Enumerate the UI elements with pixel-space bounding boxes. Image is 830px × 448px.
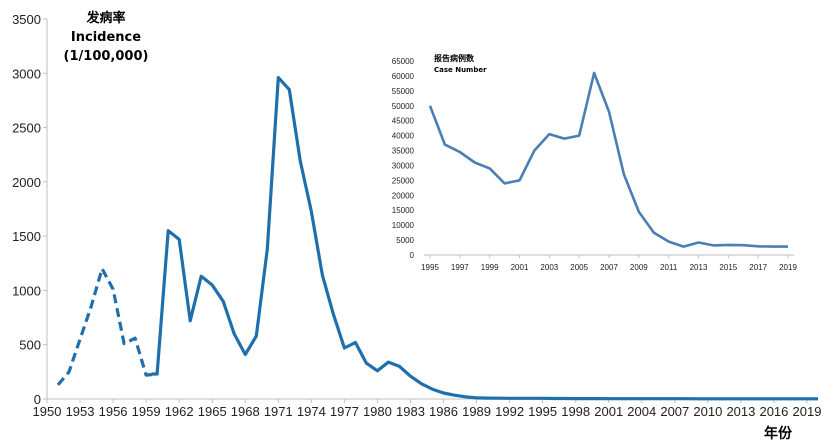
x-tick-label: 1989 — [462, 404, 491, 419]
inset-y-tick-label: 65000 — [392, 57, 415, 66]
inset-x-tick-label: 2011 — [660, 263, 678, 272]
y-tick-label: 3500 — [12, 12, 41, 27]
inset-chart: 0 5000 10000 15000 20000 25000 30000 35000 40000… — [375, 45, 815, 275]
x-tick-label: 1953 — [66, 404, 95, 419]
x-tick-label: 2001 — [594, 404, 623, 419]
inset-y-tick-label: 55000 — [392, 87, 415, 96]
inset-y-tick-label: 35000 — [392, 147, 415, 156]
inset-y-tick-label: 50000 — [392, 102, 415, 111]
inset-x-tick-label: 2001 — [511, 263, 529, 272]
x-tick-label: 1974 — [297, 404, 326, 419]
x-tick-label: 1959 — [132, 404, 161, 419]
y-axis-label-line-1: 发病率 — [85, 10, 125, 26]
x-tick-label: 2016 — [759, 404, 788, 419]
y-tick-label: 1000 — [12, 283, 41, 298]
inset-background — [375, 45, 815, 275]
inset-x-tick-label: 1995 — [421, 263, 439, 272]
inset-y-tick-label: 20000 — [392, 191, 415, 200]
inset-y-tick-label: 60000 — [392, 72, 415, 81]
inset-y-tick-label: 40000 — [392, 132, 415, 141]
x-tick-label: 1965 — [198, 404, 227, 419]
main-axes: 0 500 1000 1500 2000 2500 3000 3500 1950 1953 1956… — [12, 12, 821, 419]
series-line-dashed — [56, 267, 158, 386]
inset-subtitle: Case Number — [434, 66, 487, 74]
y-tick-label: 0 — [34, 392, 41, 407]
x-tick-label: 1977 — [330, 404, 359, 419]
x-tick-label: 2004 — [627, 404, 656, 419]
inset-x-tick-label: 2003 — [540, 263, 558, 272]
y-tick-label: 2500 — [12, 121, 41, 136]
y-tick-label: 3000 — [12, 66, 41, 81]
inset-x-tick-label: 2005 — [570, 263, 588, 272]
x-tick-label: 2019 — [793, 404, 822, 419]
x-tick-label: 2013 — [726, 404, 755, 419]
inset-y-tick-label: 15000 — [392, 206, 415, 215]
inset-x-tick-label: 2019 — [779, 263, 797, 272]
inset-x-tick-label: 1999 — [481, 263, 499, 272]
y-axis-label-line-2: Incidence — [71, 30, 141, 45]
inset-x-tick-label: 1997 — [451, 263, 469, 272]
inset-y-tick-label: 5000 — [396, 236, 414, 245]
main-series — [56, 76, 819, 401]
y-tick-label: 1500 — [12, 229, 41, 244]
x-tick-label: 1956 — [99, 404, 128, 419]
x-tick-label: 1962 — [165, 404, 194, 419]
inset-x-tick-label: 2013 — [690, 263, 708, 272]
x-tick-label: 1968 — [231, 404, 260, 419]
inset-y-tick-label: 25000 — [392, 176, 415, 185]
x-tick-label: 1971 — [264, 404, 293, 419]
x-tick-label: 2010 — [693, 404, 722, 419]
y-axis-label-line-3: (1/100,000) — [64, 49, 149, 64]
x-tick-label: 1995 — [528, 404, 557, 419]
x-tick-label: 1986 — [429, 404, 458, 419]
x-tick-label: 2007 — [660, 404, 689, 419]
x-tick-label: 1998 — [561, 404, 590, 419]
series-line-solid — [151, 76, 818, 401]
inset-x-tick-label: 2007 — [600, 263, 618, 272]
inset-x-tick-label: 2015 — [719, 263, 737, 272]
y-tick-label: 500 — [19, 338, 41, 353]
x-tick-label: 1980 — [363, 404, 392, 419]
inset-x-tick-label: 2017 — [749, 263, 767, 272]
y-tick-label: 2000 — [12, 175, 41, 190]
inset-y-tick-label: 10000 — [392, 221, 415, 230]
inset-y-tick-label: 45000 — [392, 117, 415, 126]
inset-title: 报告病例数 — [434, 53, 475, 63]
x-tick-label: 1992 — [495, 404, 524, 419]
inset-y-tick-label: 0 — [410, 251, 415, 260]
inset-y-tick-label: 30000 — [392, 161, 415, 170]
inset-x-tick-label: 2009 — [630, 263, 648, 272]
x-axis-label: 年份 — [764, 425, 793, 442]
x-tick-label: 1983 — [396, 404, 425, 419]
x-tick-label: 1950 — [33, 404, 62, 419]
